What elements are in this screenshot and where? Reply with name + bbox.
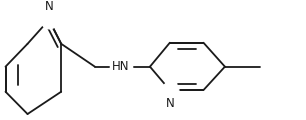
Text: N: N (166, 97, 174, 110)
Text: N: N (45, 0, 53, 13)
Text: HN: HN (112, 60, 130, 73)
